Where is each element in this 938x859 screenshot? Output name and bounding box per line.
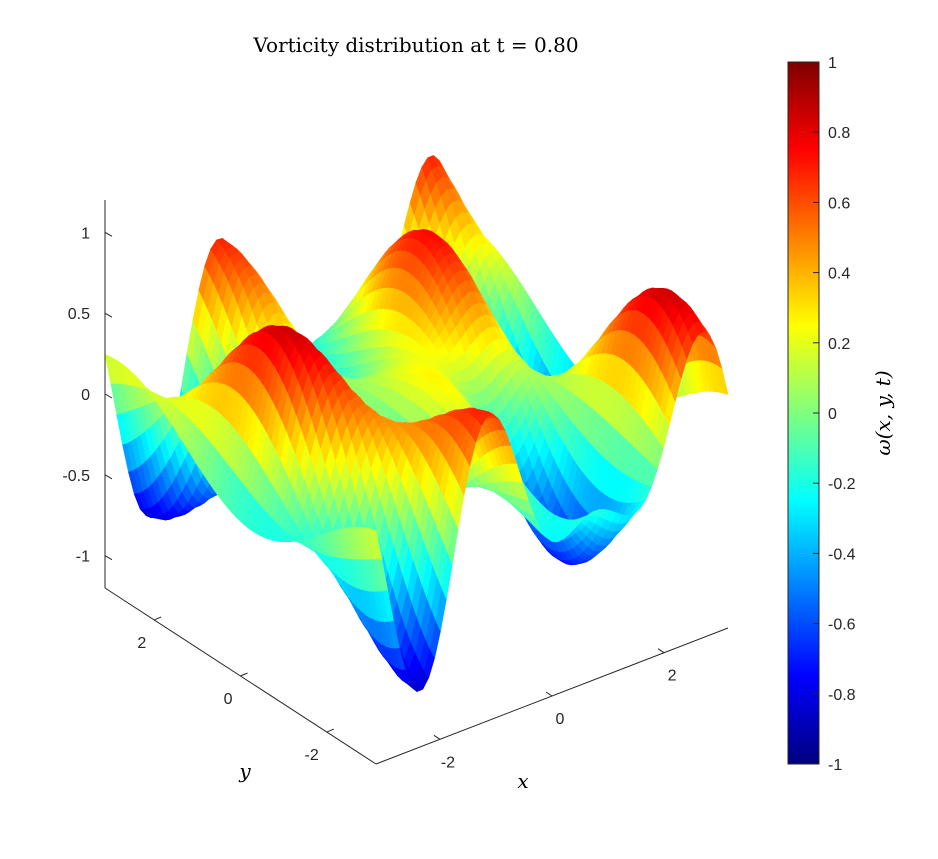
z-tick-mark xyxy=(104,474,113,480)
chart-title: Vorticity distribution at t = 0.80 xyxy=(252,33,578,57)
colorbar-tick-label: -1 xyxy=(828,757,842,774)
z-ticks: -1 -0.5 0 0.5 1 xyxy=(62,225,113,566)
x-ticks: -2 0 2 xyxy=(433,648,677,771)
z-tick-label: -1 xyxy=(76,549,90,566)
colorbar-tick-label: 0.2 xyxy=(828,336,850,353)
colorbar-tick-label: 0.8 xyxy=(828,125,850,142)
z-tick-mark xyxy=(104,555,113,561)
y-tick-label: 2 xyxy=(137,635,146,652)
z-tick-label: -0.5 xyxy=(62,468,90,485)
colorbar-tick-label: 0.6 xyxy=(828,195,850,212)
y-tick-label: -2 xyxy=(305,747,319,764)
z-tick-label: 0.5 xyxy=(68,306,90,323)
colorbar-ticks: -1 -0.8 -0.6 -0.4 -0.2 0 0.2 0.4 0.6 0.8 1 xyxy=(813,55,856,774)
x-tick-label: -2 xyxy=(441,754,455,771)
colorbar-tick-label: -0.2 xyxy=(828,476,856,493)
colorbar-label: ω(x, y, t) xyxy=(871,370,895,455)
y-tick-mark xyxy=(326,728,334,733)
y-axis-label: y xyxy=(238,759,251,783)
colorbar-tick-label: -0.4 xyxy=(828,546,856,563)
z-tick-mark xyxy=(104,312,113,318)
z-tick-mark xyxy=(104,393,113,399)
colorbar-tick-label: 1 xyxy=(828,55,837,72)
z-tick-mark xyxy=(104,231,113,237)
colorbar-tick-label: 0.4 xyxy=(828,266,850,283)
y-ticks: -2 0 2 xyxy=(137,616,334,764)
axes: -1 -0.5 0 0.5 1 -2 0 2 -2 0 2 xyxy=(62,200,729,771)
x-tick-mark xyxy=(545,691,553,697)
x-tick-label: 0 xyxy=(556,711,565,728)
x-tick-label: 2 xyxy=(668,668,677,685)
colorbar: -1 -0.8 -0.6 -0.4 -0.2 0 0.2 0.4 0.6 0.8 1 ω(x, y,… xyxy=(787,55,895,774)
z-tick-label: 0 xyxy=(81,387,90,404)
y-tick-label: 0 xyxy=(224,691,233,708)
colorbar-tick-label: 0 xyxy=(828,406,837,423)
y-tick-mark xyxy=(240,672,248,677)
colorbar-tick-label: -0.6 xyxy=(828,617,856,634)
colorbar-tick-label: -0.8 xyxy=(828,687,856,704)
x-axis-label: x xyxy=(517,769,528,793)
y-tick-mark xyxy=(154,616,162,621)
vorticity-surface xyxy=(104,155,729,692)
x-tick-mark xyxy=(433,734,441,740)
z-tick-label: 1 xyxy=(81,225,90,242)
x-tick-mark xyxy=(657,648,665,654)
